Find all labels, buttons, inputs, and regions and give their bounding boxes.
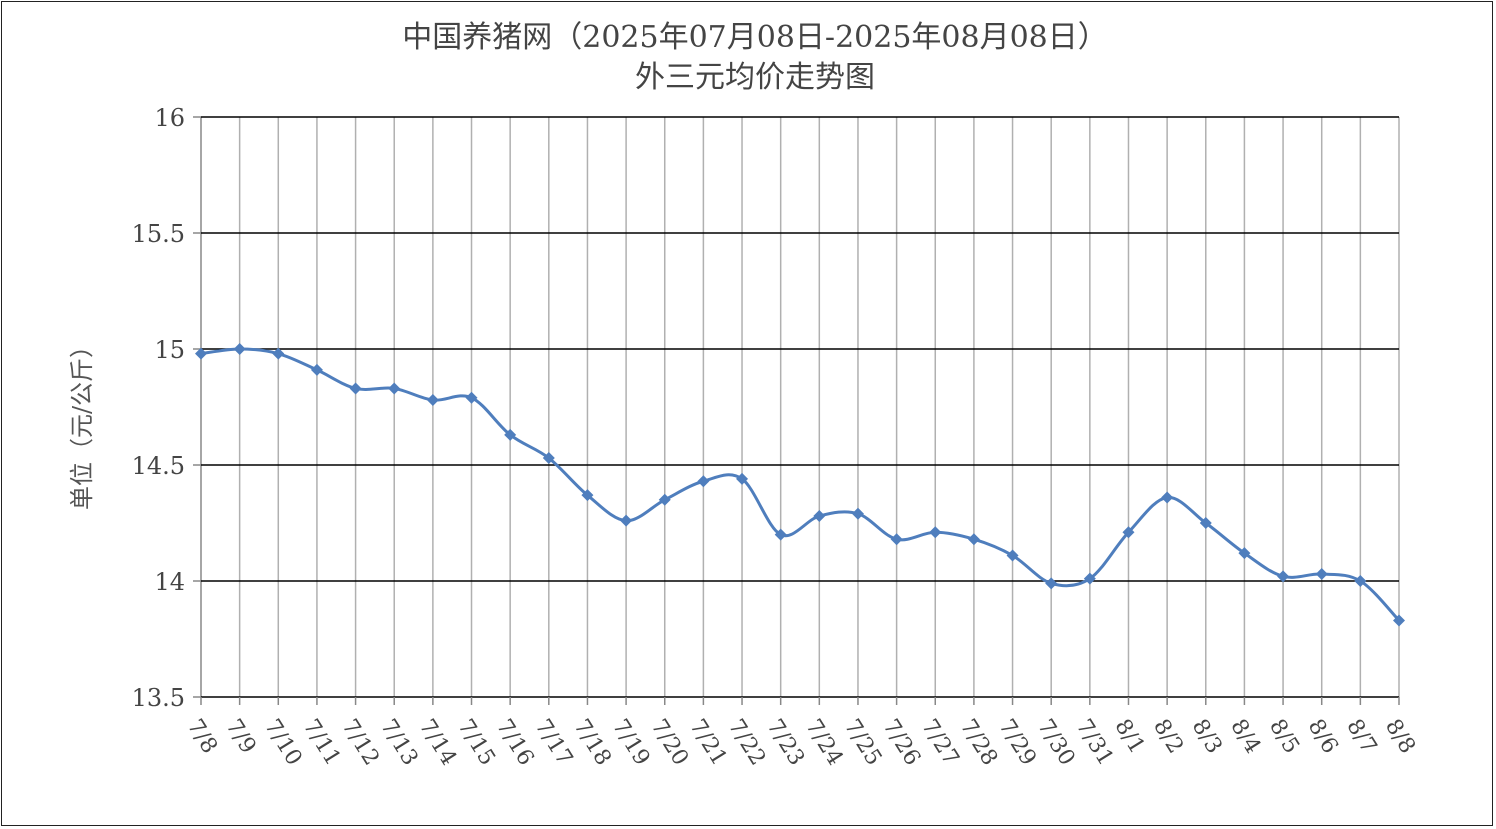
x-tick-label: 7/8 xyxy=(182,715,222,758)
x-tick-label: 7/24 xyxy=(800,715,847,770)
y-axis-label: 单位（元/公斤） xyxy=(68,334,96,510)
data-point xyxy=(1199,517,1212,529)
x-tick-label: 7/9 xyxy=(221,715,261,758)
x-tick-label: 7/23 xyxy=(762,715,809,770)
x-tick-label: 7/20 xyxy=(646,715,693,770)
x-tick-label: 7/13 xyxy=(375,715,422,770)
x-tick-label: 8/5 xyxy=(1264,715,1304,758)
data-point xyxy=(1006,549,1019,562)
x-tick-label: 7/12 xyxy=(336,715,383,770)
data-point xyxy=(1083,572,1096,585)
y-tick-label: 13.5 xyxy=(132,684,185,712)
x-tick-label: 7/31 xyxy=(1071,715,1118,770)
x-tick-label: 7/19 xyxy=(607,715,654,770)
y-tick-label: 14.5 xyxy=(132,452,185,480)
data-point xyxy=(233,343,246,355)
data-point xyxy=(310,363,323,376)
data-point xyxy=(465,391,478,404)
chart-subtitle: 外三元均价走势图 xyxy=(635,60,875,95)
x-tick-label: 7/10 xyxy=(259,715,306,770)
data-point xyxy=(1122,526,1135,539)
x-tick-label: 7/27 xyxy=(916,715,963,770)
data-point xyxy=(967,533,980,546)
x-tick-label: 8/4 xyxy=(1225,715,1265,758)
data-point xyxy=(1045,577,1058,590)
chart-title: 中国养猪网（2025年07月08日-2025年08月08日） xyxy=(402,20,1108,55)
x-tick-label: 8/6 xyxy=(1303,715,1343,758)
x-tick-label: 7/29 xyxy=(993,715,1040,770)
data-point xyxy=(813,510,826,523)
x-tick-label: 7/18 xyxy=(568,715,615,770)
data-point xyxy=(620,514,633,527)
data-point xyxy=(1161,491,1174,504)
data-point xyxy=(736,472,749,485)
data-point xyxy=(1315,568,1328,581)
x-tick-label: 7/17 xyxy=(530,715,577,770)
series-line xyxy=(200,347,1401,622)
data-point xyxy=(658,493,671,506)
y-tick-label: 14 xyxy=(154,568,185,596)
data-point xyxy=(851,507,864,520)
y-tick-label: 15 xyxy=(154,336,185,364)
x-tick-label: 8/8 xyxy=(1380,715,1420,758)
data-point xyxy=(1238,547,1251,560)
data-point xyxy=(1393,614,1405,627)
data-point xyxy=(504,428,517,441)
y-tick-label: 16 xyxy=(154,104,185,132)
data-point xyxy=(426,394,439,407)
data-point xyxy=(1354,575,1367,587)
data-point xyxy=(195,347,207,360)
data-point xyxy=(542,452,555,465)
data-point xyxy=(272,347,285,360)
x-tick-label: 7/28 xyxy=(955,715,1002,770)
x-tick-label: 7/11 xyxy=(298,715,345,770)
x-tick-label: 8/7 xyxy=(1341,715,1381,758)
data-point xyxy=(349,382,362,395)
y-tick-label: 15.5 xyxy=(132,220,185,248)
x-tick-label: 7/21 xyxy=(684,715,731,770)
x-tick-label: 7/15 xyxy=(452,715,499,770)
x-tick-label: 8/3 xyxy=(1187,715,1227,758)
x-tick-label: 7/16 xyxy=(491,715,538,770)
x-tick-label: 7/22 xyxy=(723,715,770,770)
data-point xyxy=(890,533,903,546)
data-point xyxy=(929,526,942,539)
x-tick-label: 8/2 xyxy=(1148,715,1188,758)
data-point xyxy=(774,528,787,541)
data-point xyxy=(1277,570,1290,583)
x-tick-label: 7/30 xyxy=(1032,715,1079,770)
data-point xyxy=(697,475,710,488)
data-point xyxy=(581,489,594,502)
x-tick-label: 7/26 xyxy=(878,715,925,770)
x-tick-label: 7/14 xyxy=(414,715,461,770)
data-point xyxy=(388,382,401,395)
x-tick-label: 7/25 xyxy=(839,715,886,770)
